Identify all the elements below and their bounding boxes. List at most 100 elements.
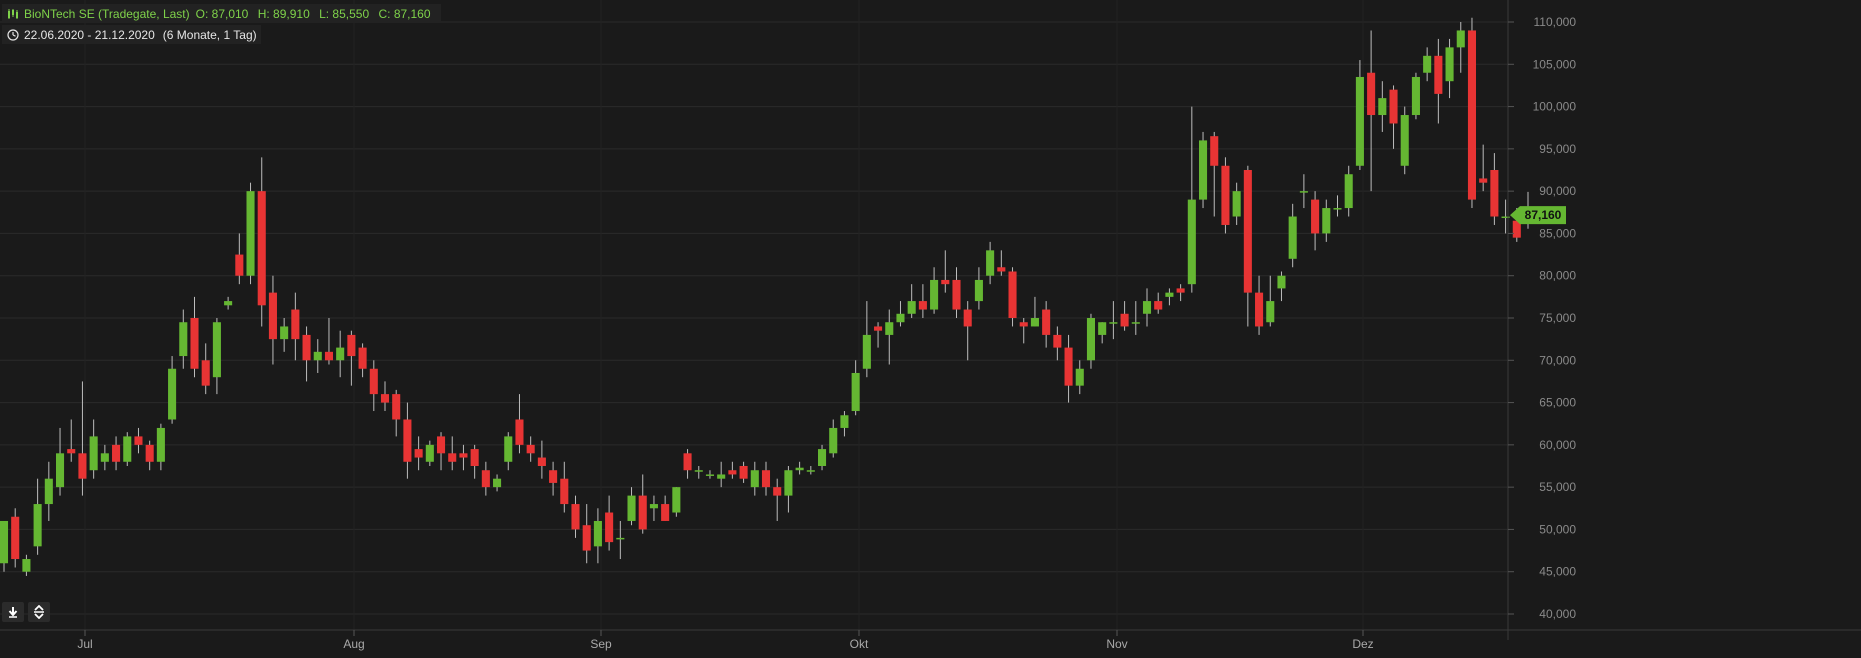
download-icon [8, 607, 18, 618]
candle [1311, 191, 1320, 251]
candle-body [874, 326, 883, 331]
candle-body [862, 334, 871, 369]
candle [22, 554, 31, 576]
y-tick-label: 45,000 [1539, 565, 1576, 579]
candle-body [302, 334, 311, 361]
candle [672, 487, 681, 517]
candle [739, 461, 748, 483]
candle [761, 461, 771, 496]
candle [436, 432, 446, 471]
candle-body [1221, 165, 1230, 225]
candle [515, 394, 524, 454]
candle [1154, 292, 1163, 314]
last-price-marker: 87,160 [1510, 206, 1566, 225]
candle-body [1490, 170, 1499, 217]
candle-body [78, 453, 87, 479]
range-row[interactable]: 22.06.2020 - 21.12.2020 (6 Monate, 1 Tag… [2, 25, 261, 44]
candle [941, 250, 950, 293]
candle [661, 495, 670, 521]
candle [1501, 199, 1510, 234]
candle-body [1367, 72, 1376, 116]
candle-body [560, 478, 569, 505]
candle-body [246, 191, 255, 276]
candle-body [257, 191, 266, 306]
candle [1389, 85, 1398, 149]
y-tick-label: 40,000 [1539, 607, 1576, 621]
candle-body [448, 453, 457, 462]
candle-body [123, 436, 132, 462]
candle [313, 339, 322, 373]
candle [930, 267, 939, 314]
candle-body [896, 313, 905, 323]
candle [369, 360, 378, 412]
candle [1378, 81, 1387, 132]
candle [1288, 203, 1297, 268]
candle-body [963, 309, 972, 327]
candle-body [661, 504, 670, 521]
y-tick-label: 105,000 [1533, 57, 1577, 71]
candle [862, 301, 871, 378]
candle-body [112, 444, 121, 462]
candle-body [280, 326, 289, 340]
candle [11, 508, 20, 568]
candle [683, 449, 692, 479]
candle-body [33, 504, 42, 547]
candle [1210, 131, 1219, 217]
candle-body [750, 470, 759, 488]
candle-body [1176, 288, 1185, 293]
candle-body [739, 466, 748, 479]
candle [907, 284, 916, 318]
candle [89, 419, 98, 479]
candle-body [1019, 322, 1028, 327]
candle [336, 330, 345, 378]
candle-body [100, 453, 109, 462]
candle-body [1322, 208, 1331, 234]
candle-body [369, 368, 378, 395]
candle [997, 250, 1006, 276]
candle-body [817, 449, 827, 466]
candle-body [1266, 301, 1275, 323]
candle-body [481, 470, 490, 488]
candle-body [582, 525, 591, 551]
candle-body [728, 470, 737, 475]
candle-body [1378, 98, 1387, 116]
expand-vertical-icon [34, 605, 44, 619]
candle [1445, 38, 1454, 99]
scale-button[interactable] [28, 602, 50, 622]
candle [134, 427, 143, 454]
candle [1187, 106, 1196, 293]
candle-body [1501, 216, 1510, 219]
candle [1086, 313, 1096, 369]
download-button[interactable] [2, 602, 24, 622]
candle [1479, 144, 1488, 192]
candle [1299, 174, 1308, 209]
candle [67, 419, 76, 462]
candle-body [212, 322, 221, 378]
candle-body [425, 444, 434, 462]
candle [1266, 275, 1275, 327]
candle-body [347, 334, 356, 357]
candle-body [1423, 55, 1432, 73]
candle [526, 436, 535, 462]
candle [549, 461, 558, 496]
candle [470, 444, 479, 479]
candle [1411, 72, 1420, 120]
candle [1255, 275, 1264, 335]
candle [235, 233, 244, 285]
candle [179, 309, 188, 369]
candle [0, 520, 9, 572]
candle-body [336, 347, 345, 361]
candle-body [1445, 47, 1454, 82]
candle-body [515, 419, 524, 445]
candle [1344, 165, 1353, 217]
candle [705, 470, 715, 479]
candle [1277, 271, 1286, 302]
candle [481, 461, 490, 496]
candle-body [11, 516, 20, 560]
candle-body [952, 279, 961, 310]
candle [1467, 17, 1477, 209]
candle-body [268, 292, 277, 340]
candle-body [761, 470, 771, 488]
